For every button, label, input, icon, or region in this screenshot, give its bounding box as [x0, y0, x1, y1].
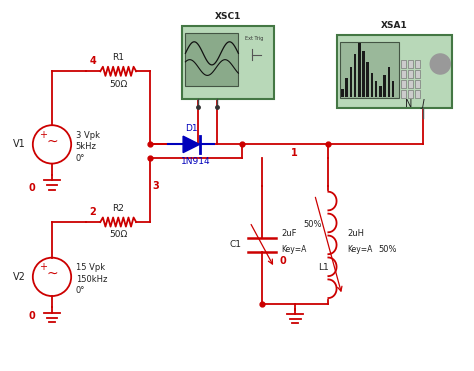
- Bar: [401, 60, 407, 68]
- Text: V2: V2: [13, 272, 26, 282]
- Bar: [340, 42, 399, 98]
- Bar: [341, 89, 344, 97]
- Text: 2uH: 2uH: [347, 229, 365, 238]
- Text: Ext Trig: Ext Trig: [245, 36, 264, 41]
- Bar: [401, 81, 407, 88]
- Bar: [362, 51, 365, 97]
- Text: 3 Vpk: 3 Vpk: [76, 131, 100, 140]
- Text: V1: V1: [13, 139, 26, 150]
- Text: ~: ~: [46, 267, 58, 281]
- Circle shape: [430, 54, 450, 74]
- Text: 4: 4: [90, 56, 97, 66]
- Text: 150kHz: 150kHz: [76, 275, 107, 284]
- Text: XSC1: XSC1: [215, 12, 241, 21]
- Text: 50Ω: 50Ω: [109, 230, 128, 239]
- Text: 0°: 0°: [76, 286, 85, 295]
- Bar: [392, 81, 394, 97]
- Bar: [182, 26, 273, 99]
- Bar: [371, 73, 373, 97]
- Bar: [366, 62, 369, 97]
- Bar: [408, 70, 413, 78]
- Bar: [415, 70, 420, 78]
- Text: 1: 1: [291, 148, 298, 158]
- Bar: [415, 81, 420, 88]
- Bar: [401, 70, 407, 78]
- Bar: [388, 67, 390, 97]
- Text: XSA1: XSA1: [381, 21, 408, 30]
- Bar: [337, 35, 452, 108]
- Bar: [375, 81, 377, 97]
- Text: R1: R1: [112, 53, 124, 62]
- Bar: [415, 91, 420, 98]
- Bar: [350, 67, 352, 97]
- Text: R2: R2: [112, 204, 124, 213]
- Text: C1: C1: [229, 240, 242, 249]
- Text: J: J: [422, 99, 425, 109]
- Text: 50%: 50%: [303, 220, 322, 229]
- Bar: [354, 54, 356, 97]
- Bar: [185, 33, 238, 86]
- Text: 2: 2: [90, 207, 97, 217]
- Text: D1: D1: [185, 124, 198, 133]
- Text: 50%: 50%: [379, 245, 397, 254]
- Bar: [358, 43, 361, 97]
- Bar: [383, 75, 386, 97]
- Text: 0: 0: [28, 311, 35, 321]
- Text: ~: ~: [46, 135, 58, 149]
- Text: 1N914: 1N914: [181, 157, 211, 166]
- Text: 2uF: 2uF: [281, 229, 297, 238]
- Bar: [401, 91, 407, 98]
- Text: Key=A: Key=A: [281, 245, 307, 254]
- Text: Key=A: Key=A: [347, 245, 373, 254]
- Text: N: N: [405, 99, 412, 109]
- Text: 3: 3: [152, 181, 159, 190]
- Polygon shape: [183, 136, 200, 152]
- Text: 0°: 0°: [76, 154, 85, 162]
- Text: 5kHz: 5kHz: [76, 142, 97, 151]
- Text: 0: 0: [279, 256, 286, 266]
- Text: +: +: [39, 262, 47, 272]
- Bar: [408, 81, 413, 88]
- Bar: [408, 60, 413, 68]
- Text: 15 Vpk: 15 Vpk: [76, 263, 105, 272]
- Text: L1: L1: [319, 263, 329, 272]
- Bar: [379, 86, 382, 97]
- Bar: [408, 91, 413, 98]
- Bar: [415, 60, 420, 68]
- Text: 0: 0: [28, 183, 35, 193]
- Text: 50Ω: 50Ω: [109, 79, 128, 89]
- Text: +: +: [39, 130, 47, 140]
- Bar: [346, 78, 348, 97]
